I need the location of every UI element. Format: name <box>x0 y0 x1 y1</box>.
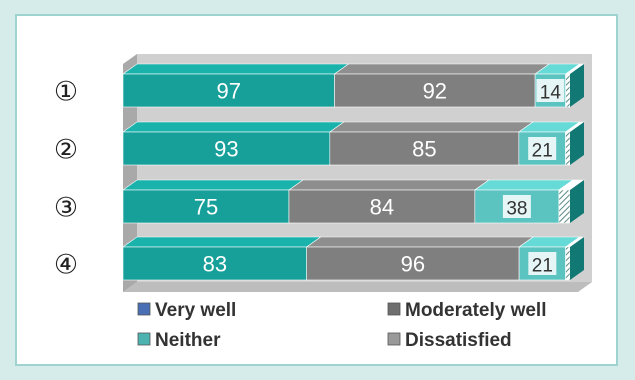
bar-top-1-2 <box>333 63 551 75</box>
chart-side-wall <box>123 54 137 292</box>
legend-swatch-4 <box>387 332 401 346</box>
bar-label-4-3: 21 <box>532 256 553 277</box>
bar-top-4-1 <box>122 236 322 248</box>
bar-label-3-1: 75 <box>194 195 218 220</box>
bar-label-3-2: 84 <box>370 195 394 220</box>
bar-label-box-3-3 <box>502 195 531 218</box>
bar-label-1-2: 92 <box>423 79 447 104</box>
bar-4-4 <box>565 246 571 281</box>
bar-3-2 <box>288 189 476 224</box>
bar-label-box-2-3 <box>528 137 557 160</box>
bar-2-4 <box>565 131 571 166</box>
row-label-4: ④ <box>54 250 78 281</box>
bar-top-2-2 <box>328 121 534 133</box>
bar-label-2-1: 93 <box>214 137 238 162</box>
bar-1-4 <box>565 73 571 108</box>
row-label-2: ② <box>54 135 78 166</box>
bar-2-1 <box>122 131 331 166</box>
bar-top-3-1 <box>122 179 304 191</box>
bar-label-3-3: 38 <box>506 199 527 220</box>
bar-label-1-3: 14 <box>540 83 562 104</box>
bar-side-3 <box>570 180 584 223</box>
bar-side-4 <box>570 237 584 280</box>
bar-label-box-1-3 <box>536 79 565 102</box>
legend-label-4: Dissatisfied <box>405 330 512 351</box>
chart-back-wall <box>137 54 592 282</box>
legend-label-1: Very well <box>155 300 236 321</box>
bar-label-4-1: 83 <box>203 252 227 277</box>
legend-label-3: Neither <box>155 330 221 351</box>
bar-top-1-1 <box>122 63 350 75</box>
bar-label-1-1: 97 <box>217 79 241 104</box>
bar-4-2 <box>306 246 520 281</box>
bar-side-2 <box>570 122 584 165</box>
bar-label-2-3: 21 <box>532 141 553 162</box>
legend-swatch-2 <box>387 302 401 316</box>
bar-side-1 <box>570 64 584 107</box>
bar-top-2-1 <box>122 121 345 133</box>
bar-top-4-2 <box>305 236 535 248</box>
legend-label-2: Moderately well <box>405 300 547 321</box>
bar-top-3-2 <box>288 179 490 191</box>
bar-label-4-2: 96 <box>401 252 425 277</box>
bar-label-2-2: 85 <box>412 137 436 162</box>
chart-floor <box>123 282 592 292</box>
legend-swatch-1 <box>137 302 151 316</box>
bar-top-3-3 <box>473 179 574 191</box>
bar-3-4 <box>558 189 571 224</box>
bar-1-2 <box>334 73 536 108</box>
bar-4-1 <box>122 246 307 281</box>
bar-3-1 <box>122 189 290 224</box>
bar-label-box-4-3 <box>528 252 557 275</box>
row-label-3: ③ <box>54 193 78 224</box>
row-label-1: ① <box>54 77 78 108</box>
legend-swatch-3 <box>137 332 151 346</box>
